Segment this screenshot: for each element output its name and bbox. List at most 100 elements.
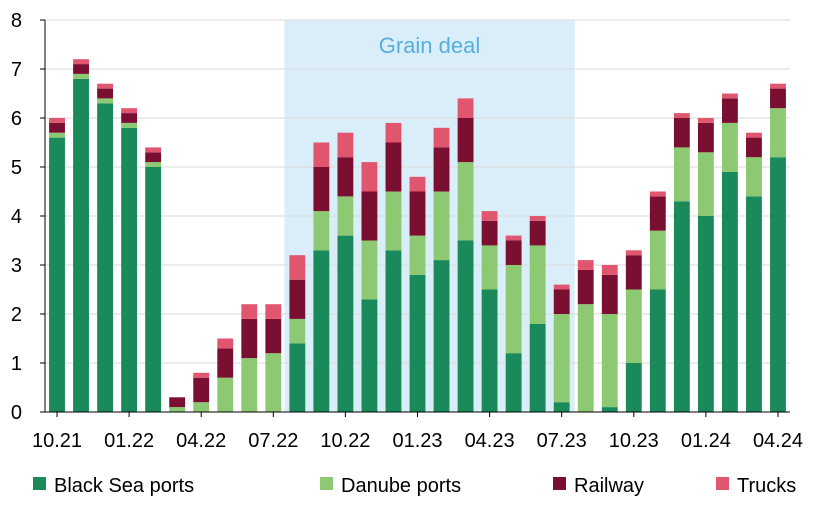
bar-trucks-10.22 [337, 132, 354, 158]
bar-black-sea-ports-12.21 [97, 103, 114, 413]
bar-black-sea-ports-02.23 [433, 260, 450, 412]
bar-black-sea-ports-11.21 [73, 78, 89, 413]
bar-black-sea-ports-01.23 [409, 274, 426, 412]
x-tick-label: 04.23 [465, 430, 515, 452]
bar-trucks-02.23 [433, 127, 450, 148]
bar-trucks-04.24 [770, 83, 786, 89]
y-tick-label: 1 [11, 353, 22, 375]
bar-railway-03.22 [169, 397, 186, 408]
bar-trucks-09.23 [601, 265, 618, 275]
y-tick-label: 8 [11, 10, 22, 32]
y-tick-label: 0 [11, 402, 22, 424]
bar-railway-05.23 [505, 240, 522, 265]
y-tick-label: 4 [11, 206, 22, 228]
bar-railway-02.23 [433, 147, 450, 192]
bar-railway-11.23 [649, 196, 666, 231]
bar-railway-12.21 [97, 88, 114, 99]
bar-railway-11.22 [361, 191, 378, 241]
x-tick-label: 07.22 [248, 430, 298, 452]
x-tick-label: 04.24 [753, 430, 803, 452]
bar-trucks-12.23 [673, 113, 690, 118]
bar-railway-08.23 [577, 269, 594, 305]
legend-swatch-railway [553, 477, 566, 490]
bar-trucks-04.22 [193, 372, 210, 378]
bar-danube-ports-02.22 [145, 162, 162, 167]
bar-railway-09.22 [313, 167, 330, 212]
y-tick-label: 5 [11, 157, 22, 179]
bar-railway-10.21 [49, 122, 65, 133]
bar-black-sea-ports-01.24 [697, 216, 714, 412]
grain-deal-label: Grain deal [379, 33, 481, 58]
bar-black-sea-ports-04.23 [481, 289, 498, 412]
bar-black-sea-ports-09.22 [313, 250, 330, 412]
legend-label-trucks: Trucks [737, 475, 796, 497]
bar-railway-08.22 [289, 279, 306, 319]
bar-danube-ports-03.22 [169, 407, 186, 412]
bar-danube-ports-05.22 [217, 377, 234, 412]
bar-black-sea-ports-02.24 [721, 171, 738, 412]
bar-black-sea-ports-11.23 [649, 289, 666, 412]
bar-railway-12.23 [673, 118, 690, 148]
legend-swatch-black-sea-ports [33, 477, 46, 490]
bar-danube-ports-09.23 [601, 314, 618, 408]
bar-black-sea-ports-03.24 [746, 196, 762, 412]
bar-railway-03.23 [457, 118, 474, 163]
bar-trucks-03.24 [746, 132, 762, 138]
bar-trucks-12.22 [385, 122, 402, 143]
bar-trucks-10.23 [625, 250, 642, 256]
bar-black-sea-ports-10.23 [625, 363, 642, 412]
bar-danube-ports-07.22 [265, 353, 282, 412]
x-tick-label: 04.22 [176, 430, 226, 452]
bar-railway-01.23 [409, 191, 426, 236]
bar-trucks-07.22 [265, 304, 282, 319]
bar-railway-03.24 [746, 137, 762, 158]
x-tick-label: 01.24 [681, 430, 731, 452]
bar-railway-07.22 [265, 318, 282, 354]
x-tick-label: 07.23 [537, 430, 587, 452]
bar-trucks-04.23 [481, 211, 498, 221]
x-tick-label: 01.23 [392, 430, 442, 452]
bar-trucks-05.23 [505, 235, 522, 241]
bar-railway-05.22 [217, 348, 234, 378]
bar-trucks-09.22 [313, 142, 330, 167]
bar-railway-01.22 [121, 113, 138, 123]
bar-railway-09.23 [601, 274, 618, 314]
bar-railway-04.23 [481, 220, 498, 246]
bar-black-sea-ports-09.23 [601, 407, 618, 412]
bar-danube-ports-01.23 [409, 235, 426, 275]
bar-black-sea-ports-12.23 [673, 201, 690, 412]
bar-danube-ports-08.22 [289, 318, 306, 344]
bar-trucks-08.22 [289, 255, 306, 280]
bar-trucks-11.22 [361, 162, 378, 192]
bar-black-sea-ports-08.22 [289, 343, 306, 412]
bar-trucks-02.22 [145, 147, 162, 153]
bar-trucks-01.22 [121, 108, 138, 114]
bar-danube-ports-09.22 [313, 211, 330, 251]
x-tick-label: 10.23 [609, 430, 659, 452]
bar-danube-ports-07.23 [553, 314, 570, 403]
bar-danube-ports-12.22 [385, 191, 402, 251]
bar-danube-ports-01.22 [121, 122, 138, 128]
x-tick-label: 01.22 [104, 430, 154, 452]
bar-railway-04.24 [770, 88, 786, 109]
legend: Black Sea ports Danube ports Railway Trucks [33, 475, 796, 497]
bar-danube-ports-02.23 [433, 191, 450, 261]
bar-danube-ports-11.21 [73, 73, 89, 79]
bar-railway-06.23 [529, 220, 546, 246]
bar-trucks-01.23 [409, 176, 426, 192]
bar-danube-ports-08.23 [577, 304, 594, 412]
bar-danube-ports-03.24 [746, 157, 762, 197]
y-tick-label: 6 [11, 108, 22, 130]
bar-trucks-12.21 [97, 83, 114, 89]
bar-railway-11.21 [73, 64, 89, 74]
bar-danube-ports-11.22 [361, 240, 378, 300]
bar-trucks-11.23 [649, 191, 666, 197]
bar-danube-ports-10.23 [625, 289, 642, 363]
bar-railway-06.22 [241, 318, 258, 359]
bar-danube-ports-04.23 [481, 245, 498, 290]
bar-danube-ports-01.24 [697, 152, 714, 216]
x-tick-label: 10.22 [320, 430, 370, 452]
legend-swatch-trucks [716, 477, 729, 490]
x-tick-label: 10.21 [32, 430, 82, 452]
